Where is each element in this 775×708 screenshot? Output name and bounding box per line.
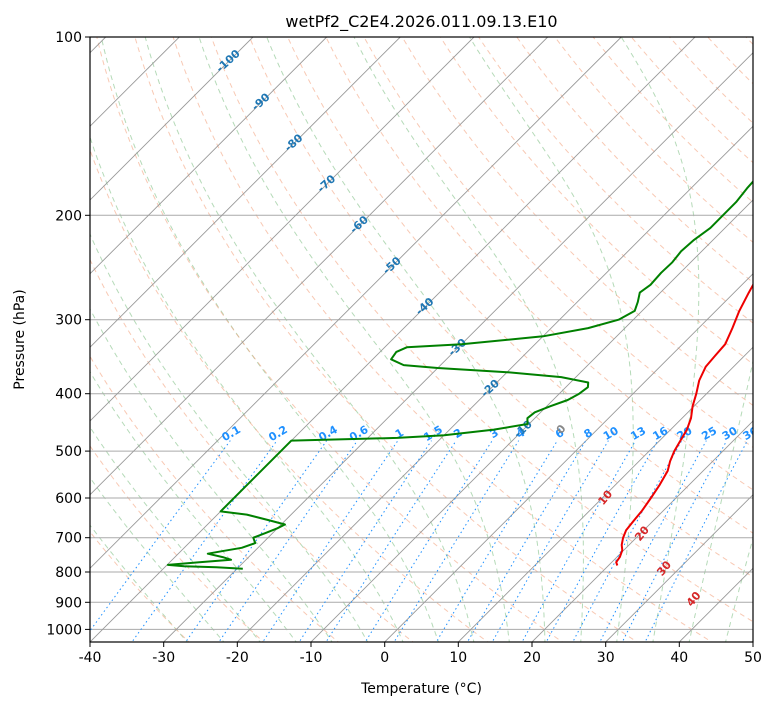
x-tick-label: -10 — [300, 650, 323, 666]
dry-adiabat — [516, 37, 753, 284]
mixing-ratio-lines — [90, 440, 748, 642]
moist-adiabat — [353, 37, 584, 642]
chart-title: wetPf2_C2E4.2026.011.09.13.E10 — [285, 12, 557, 32]
mixing-ratio-line — [545, 440, 659, 642]
y-axis-label: Pressure (hPa) — [12, 289, 28, 389]
isotherm-line — [457, 346, 753, 642]
dry-adiabat — [172, 37, 713, 642]
mixing-ratio-line — [521, 440, 637, 642]
moist-adiabat — [144, 37, 475, 642]
dry-adiabat — [90, 531, 190, 642]
plot-frame — [89, 36, 754, 643]
isotherm-line — [531, 420, 753, 642]
x-tick-label: 10 — [449, 650, 467, 666]
dry-adiabat — [134, 37, 638, 642]
mixing-ratio-line — [185, 440, 328, 642]
dry-adiabat — [90, 258, 414, 642]
dry-adiabat — [287, 37, 753, 534]
y-tick-label: 500 — [55, 444, 82, 460]
isotherm-line — [163, 52, 753, 642]
moist-adiabat — [620, 37, 700, 642]
dry-adiabat — [630, 37, 753, 164]
dry-adiabat — [363, 37, 753, 448]
isotherm-line — [90, 37, 328, 275]
dry-adiabat — [439, 37, 753, 365]
dry-adiabat — [401, 37, 753, 407]
isotherm-line — [90, 37, 696, 642]
moist-adiabat — [469, 37, 634, 642]
moist-adiabat — [266, 37, 546, 642]
y-tick-label: 300 — [55, 313, 82, 329]
moist-adiabat — [90, 370, 297, 642]
mixing-ratio-line — [491, 440, 609, 642]
x-tick-label: -20 — [226, 650, 249, 666]
y-axis: 100 200 300 400 500 600 700 800 900 1000 — [46, 30, 90, 638]
isotherm-line — [90, 37, 254, 201]
mixing-ratio-line — [90, 440, 231, 632]
isotherm-line — [605, 494, 753, 642]
y-tick-label: 400 — [55, 387, 82, 403]
dry-adiabat — [592, 37, 753, 203]
isobar-gridlines — [90, 37, 753, 630]
dry-adiabat — [96, 37, 564, 642]
y-tick-label: 800 — [55, 565, 82, 581]
x-axis-label: Temperature (°C) — [360, 681, 482, 697]
x-tick-label: 0 — [380, 650, 389, 666]
isotherm-line — [236, 125, 753, 642]
sounding-series — [166, 180, 753, 570]
x-tick-label: -30 — [152, 650, 175, 666]
mixing-ratio-line — [466, 440, 587, 642]
x-axis: -40 -30 -20 -10 0 10 20 30 40 50 — [79, 642, 762, 666]
x-tick-label: -40 — [79, 650, 102, 666]
mixing-ratio-line — [262, 440, 399, 642]
y-tick-label: 1000 — [46, 622, 82, 638]
y-tick-label: 600 — [55, 491, 82, 507]
isotherm-line — [90, 37, 622, 569]
isotherm-line — [310, 199, 753, 642]
temperature-profile-line — [615, 282, 753, 566]
dewpoint-profile-line — [166, 180, 753, 570]
dry-adiabat — [478, 37, 753, 324]
dry-adiabat — [554, 37, 753, 243]
x-tick-label: 30 — [597, 650, 615, 666]
dry-adiabat — [90, 355, 340, 642]
x-tick-label: 40 — [670, 650, 688, 666]
isotherm-line — [90, 37, 475, 422]
mixing-ratio-line — [218, 440, 358, 642]
y-tick-label: 900 — [55, 595, 82, 611]
mixing-ratio-line — [644, 440, 748, 642]
y-tick-label: 700 — [55, 531, 82, 547]
x-tick-label: 20 — [523, 650, 541, 666]
mixing-ratio-line — [131, 440, 278, 642]
isotherm-line — [90, 37, 401, 348]
mixing-ratio-line — [298, 440, 432, 642]
isotherm-gridlines — [90, 37, 753, 642]
isotherm-line — [384, 273, 753, 642]
mixing-ratio-line — [393, 440, 520, 642]
isotherm-line — [90, 37, 549, 496]
x-tick-label: 50 — [744, 650, 762, 666]
y-tick-label: 100 — [55, 30, 82, 46]
y-tick-label: 200 — [55, 208, 82, 224]
mixing-ratio-line — [435, 440, 558, 642]
